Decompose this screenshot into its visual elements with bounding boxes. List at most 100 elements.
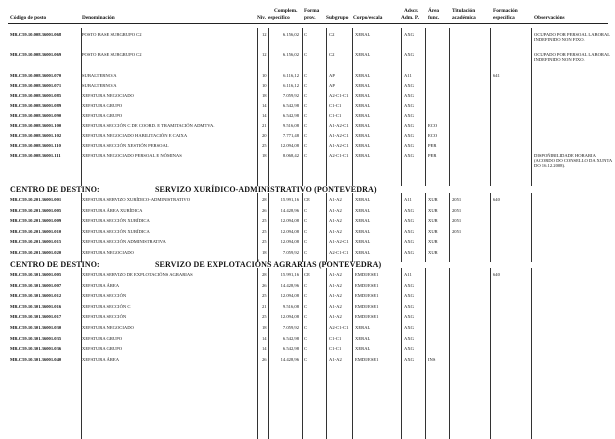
cell-denominacion: SUBALTERNO/A bbox=[82, 73, 117, 78]
cell-complemento: 9.516,08 bbox=[282, 303, 299, 309]
cell-nivel: 18 bbox=[262, 325, 267, 330]
cell-subgrupo: A1-A2 bbox=[329, 314, 342, 320]
cell-denominacion: XEFATURA NEGOCIADO bbox=[82, 325, 134, 330]
cell-denominacion: XEFATURA NEGOCIADO bbox=[82, 250, 134, 255]
cell-corpo: XERAL bbox=[355, 346, 371, 352]
cell-corpo: XERAL bbox=[355, 325, 371, 330]
cell-adscr: A11 bbox=[404, 272, 412, 277]
column-divider bbox=[302, 268, 303, 439]
cell-subgrupo: C1-C1 bbox=[329, 103, 342, 108]
cell-forma: C bbox=[304, 32, 308, 37]
cell-nivel: 14 bbox=[262, 103, 267, 108]
cell-complemento: 7.771,48 bbox=[282, 133, 299, 138]
cell-complemento: 12.094,08 bbox=[280, 239, 299, 245]
cell-code: MR.C59.10.008.36001.110 bbox=[10, 143, 61, 148]
header-adscr-2: Adm. P. bbox=[401, 15, 419, 21]
cell-forma: C bbox=[304, 314, 308, 320]
cell-adscr: AXG bbox=[404, 113, 414, 118]
cell-area: PER bbox=[428, 153, 437, 158]
cell-area: XUR bbox=[428, 218, 438, 224]
header-area-1: Área bbox=[428, 8, 440, 14]
cell-code: MR.C59.10.201.36001.009 bbox=[10, 218, 62, 224]
cell-denominacion: XEFATURA SECCIÓN XURÍDICA bbox=[82, 218, 150, 224]
column-divider bbox=[81, 268, 82, 439]
header-subgrupo: Subgrupo bbox=[326, 15, 349, 21]
cell-denominacion: XEFATURA NEGOCIADO PERSOAL E NÓMINAS bbox=[82, 153, 182, 158]
cell-forma: CE bbox=[304, 197, 310, 202]
cell-complemento: 7.059,92 bbox=[282, 93, 299, 98]
column-divider bbox=[268, 268, 269, 439]
cell-area: PER bbox=[428, 143, 437, 148]
cell-area: XUR bbox=[428, 239, 438, 245]
cell-code: MR.C59.10.301.36001.005 bbox=[10, 272, 62, 277]
cell-adscr: AXG bbox=[404, 143, 414, 148]
cell-complemento: 6.542,98 bbox=[282, 346, 299, 352]
column-divider bbox=[531, 28, 532, 186]
cell-corpo: EMDI/ESE1 bbox=[355, 314, 379, 320]
cell-subgrupo: AP bbox=[329, 73, 335, 78]
column-divider bbox=[352, 268, 353, 439]
cell-denominacion: XEFATURA SECCIÓN bbox=[82, 293, 127, 299]
cell-corpo: EMDI/ESE1 bbox=[355, 272, 379, 277]
cell-formacion: 640 bbox=[493, 272, 500, 277]
cell-complemento: 6.156,02 bbox=[282, 32, 299, 37]
cell-nivel: 14 bbox=[262, 335, 267, 341]
column-divider bbox=[490, 268, 491, 439]
cell-corpo: XERAL bbox=[355, 83, 371, 88]
cell-denominacion: XEFATURA ÁREA XURÍDICA bbox=[82, 207, 143, 213]
cell-complemento: 6.542,98 bbox=[282, 103, 299, 108]
header-titulacion-2: académica bbox=[452, 15, 476, 21]
cell-complemento: 12.094,08 bbox=[280, 293, 299, 299]
cell-code: MR.C59.10.301.36001.017 bbox=[10, 314, 62, 320]
cell-subgrupo: A2-C1-C1 bbox=[329, 250, 349, 255]
cell-forma: C bbox=[304, 335, 308, 341]
cell-complemento: 14.428,96 bbox=[280, 207, 299, 213]
cell-denominacion: XEFATURA SECCIÓN C DE COORD. E TRAMITACI… bbox=[82, 123, 215, 128]
cell-forma: C bbox=[304, 239, 308, 245]
cell-code: MR.C59.10.008.36001.100 bbox=[10, 123, 62, 128]
cell-adscr: AXG bbox=[404, 218, 414, 224]
cell-nivel: 14 bbox=[262, 113, 267, 118]
cell-subgrupo: A1-A2 bbox=[329, 218, 342, 224]
cell-formacion: 640 bbox=[493, 197, 500, 202]
cell-corpo: XERAL bbox=[355, 32, 371, 37]
cell-corpo: XERAL bbox=[355, 123, 371, 128]
cell-denominacion: XEFATURA SECCIÓN XURÍDICA bbox=[82, 228, 150, 234]
cell-forma: C bbox=[304, 356, 308, 362]
header-corpo: Corpo/escala bbox=[353, 15, 383, 21]
cell-area: XUR bbox=[428, 228, 438, 234]
cell-adscr: AXG bbox=[404, 207, 414, 213]
column-divider bbox=[326, 193, 327, 262]
cell-nivel: 25 bbox=[262, 314, 267, 320]
centro-destino-label: CENTRO DE DESTINO: bbox=[10, 185, 100, 194]
column-divider bbox=[401, 28, 402, 186]
cell-adscr: AXG bbox=[404, 239, 414, 245]
header-codigo: Código de posto bbox=[10, 15, 47, 21]
column-divider bbox=[425, 268, 426, 439]
cell-subgrupo: A1-A2-C1 bbox=[329, 133, 349, 138]
header-titulacion-1: Titulación bbox=[452, 8, 476, 14]
cell-adscr: AXG bbox=[404, 123, 414, 128]
header-denominacion: Denominación bbox=[82, 15, 115, 21]
cell-forma: C bbox=[304, 113, 308, 118]
cell-corpo: XERAL bbox=[355, 239, 371, 245]
cell-nivel: 25 bbox=[262, 228, 267, 234]
column-divider bbox=[401, 193, 402, 262]
cell-nivel: 25 bbox=[262, 239, 267, 245]
cell-code: MR.C59.10.301.36001.012 bbox=[10, 293, 62, 299]
cell-code: MR.C59.10.201.36001.005 bbox=[10, 207, 62, 213]
cell-code: MR.C59.10.201.36001.001 bbox=[10, 197, 62, 202]
cell-code: MR.C59.10.201.36001.015 bbox=[10, 239, 62, 245]
cell-corpo: XERAL bbox=[355, 250, 371, 255]
cell-adscr: A11 bbox=[404, 197, 412, 202]
cell-adscr: AXG bbox=[404, 153, 414, 158]
cell-denominacion: XEFATURA GRUPO bbox=[82, 103, 123, 108]
cell-corpo: XERAL bbox=[355, 52, 371, 57]
column-divider bbox=[268, 193, 269, 262]
cell-forma: C bbox=[304, 282, 308, 288]
cell-denominacion: XEFATURA GRUPO bbox=[82, 335, 123, 341]
cell-subgrupo: A1-A2 bbox=[329, 272, 342, 277]
cell-nivel: 18 bbox=[262, 250, 267, 255]
cell-denominacion: XEFATURA NEGOCIADO bbox=[82, 93, 134, 98]
cell-nivel: 26 bbox=[262, 207, 267, 213]
